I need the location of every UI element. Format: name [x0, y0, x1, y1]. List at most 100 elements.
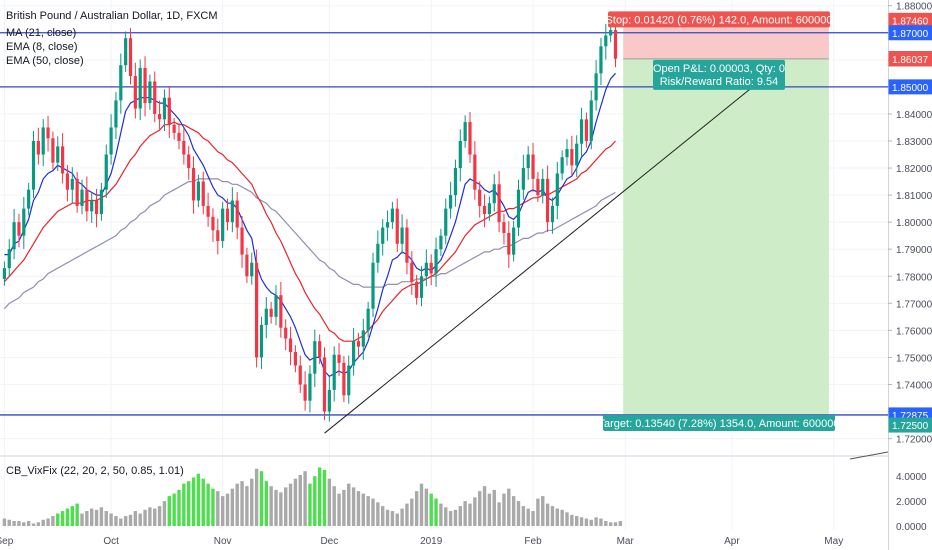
candle-body: [288, 338, 293, 353]
vixfix-bar: [284, 487, 288, 526]
candle-body: [114, 100, 118, 128]
vixfix-bar: [385, 509, 390, 526]
candle-body: [361, 330, 365, 347]
candle-body: [284, 327, 288, 339]
candle-body: [410, 262, 414, 282]
vixfix-bar: [536, 498, 540, 526]
vixfix-bar: [395, 513, 399, 526]
vixfix-bar: [511, 496, 516, 526]
vixfix-title[interactable]: CB_VixFix (22, 20, 2, 50, 0.85, 1.01): [6, 465, 184, 477]
vixfix-bar: [177, 489, 181, 526]
candle-body: [255, 262, 259, 358]
candle-body: [80, 189, 84, 206]
legend-ema8[interactable]: EMA (8, close): [6, 41, 78, 53]
vixfix-bar: [162, 501, 167, 526]
time-label: 2019: [420, 536, 443, 547]
candle-body: [279, 295, 283, 328]
candle-body: [419, 276, 424, 298]
candle-body: [259, 324, 264, 358]
vixfix-bar: [453, 509, 458, 526]
vixfix-bar: [41, 519, 45, 526]
candle-body: [400, 227, 404, 244]
candle-body: [449, 195, 453, 209]
vixfix-bar: [487, 493, 492, 526]
candle-body: [405, 227, 409, 263]
vixfix-bar: [31, 523, 36, 526]
price-tag: 1.87460: [892, 16, 929, 27]
vixfix-bar: [468, 503, 472, 526]
vixfix-bar: [361, 493, 365, 526]
candle-body: [376, 243, 380, 263]
vixfix-bar: [264, 481, 268, 526]
vixfix-bar: [332, 486, 336, 526]
candle-body: [250, 262, 254, 277]
vixfix-bar: [594, 517, 598, 526]
vixfix-bar: [545, 503, 550, 526]
candle-body: [541, 178, 545, 196]
legend-ema50[interactable]: EMA (50, close): [6, 55, 84, 67]
pnl-line2: Risk/Reward Ratio: 9.54: [660, 76, 779, 88]
vixfix-bar: [575, 516, 579, 526]
candle-body: [240, 227, 244, 255]
vixfix-bar: [26, 521, 31, 526]
trendline[interactable]: [324, 83, 757, 434]
vixfix-bar: [187, 481, 191, 526]
vixfix-bar: [550, 506, 555, 526]
candle-body: [507, 232, 511, 255]
trendline-segment[interactable]: [324, 83, 757, 434]
target-zone[interactable]: [623, 58, 829, 426]
candle-body: [565, 149, 569, 158]
candle-body: [216, 230, 220, 242]
candle-body: [366, 308, 370, 331]
candle-body: [7, 249, 11, 269]
candle-body: [31, 140, 36, 190]
candle-body: [41, 127, 45, 155]
candle-body: [143, 67, 147, 104]
vixfix-bar: [463, 501, 467, 526]
candle-body: [298, 365, 302, 385]
vixfix-bar: [584, 518, 589, 526]
vixfix-bar: [157, 506, 162, 526]
price-tag-bg: [888, 51, 932, 67]
vixfix-bar: [269, 486, 273, 526]
candle-body: [27, 189, 31, 209]
candle-body: [211, 216, 215, 231]
vixfix-bar: [201, 478, 205, 526]
vixfix-bar: [458, 506, 462, 526]
vixfix-bar: [22, 522, 26, 526]
vixfix-bar: [2, 518, 7, 526]
candle-body: [264, 308, 268, 325]
candle-body: [468, 122, 472, 155]
vixfix-bar: [12, 521, 16, 526]
candle-body: [555, 173, 559, 206]
candle-body: [424, 262, 428, 277]
vixfix-bar: [565, 512, 569, 526]
candle-body: [293, 352, 297, 366]
vixfix-tick-label: 2.0000: [896, 497, 927, 508]
time-axis[interactable]: Sep Oct Nov Dec 2019 Feb Mar Apr May: [0, 536, 843, 547]
candle-body: [492, 184, 496, 204]
candle-body: [318, 341, 322, 358]
vixfix-bar: [579, 517, 584, 526]
vixfix-bar: [342, 489, 346, 526]
pnl-box: [653, 59, 785, 90]
vixfix-bar: [313, 476, 317, 526]
candle-body: [502, 222, 506, 233]
vixfix-bar: [240, 481, 244, 526]
candle-body: [119, 65, 123, 101]
price-axis[interactable]: 1.880001.870001.860001.850001.840001.830…: [888, 2, 932, 533]
candle-body: [342, 362, 346, 396]
vixfix-bar: [439, 503, 443, 526]
symbol-title: British Pound / Australian Dollar, 1D, F…: [6, 10, 218, 22]
legend-ma21[interactable]: MA (21, close): [6, 27, 76, 39]
vixfix-bar: [7, 519, 11, 526]
time-label: Sep: [0, 536, 14, 547]
price-tick-label: 1.76000: [896, 326, 932, 337]
vixfix-bar: [414, 491, 419, 526]
candle-body: [463, 122, 467, 141]
candle-body: [85, 189, 89, 212]
vixfix-bar: [230, 488, 235, 526]
stop-label: Stop: 0.01420 (0.76%) 142.0, Amount: 600…: [606, 14, 833, 26]
candle-body: [99, 189, 103, 215]
